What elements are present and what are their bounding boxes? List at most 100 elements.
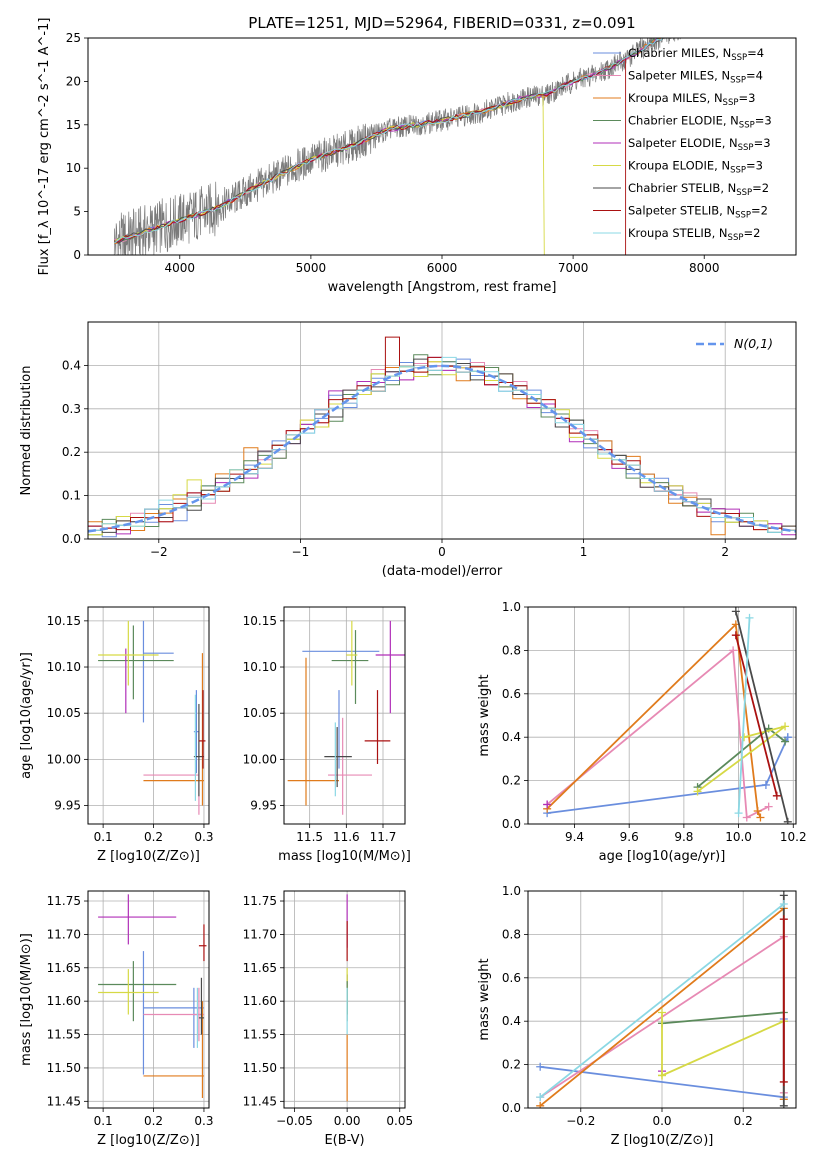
mass-vs-metallicity-panel: 0.1 0.2 0.3 11.45 11.50 11.55 11.60 11.65 11.70 1…	[19, 890, 214, 1148]
weight-marker-kroupa-elodie	[658, 1071, 666, 1080]
x-tick-label: 11.5	[296, 830, 323, 844]
weight-marker-chabrier-stelib	[779, 891, 788, 900]
x-tick-label: 0.2	[144, 1114, 163, 1128]
x-tick-label: 0.2	[734, 1114, 753, 1128]
y-tick-label: 0.4	[502, 730, 521, 744]
y-tick-label: 11.50	[243, 1061, 277, 1075]
y-axis-label: age [log10(age/yr)]	[19, 652, 34, 779]
legend-suffix: =2	[743, 226, 760, 240]
y-tick-label: 11.75	[243, 894, 277, 908]
weight-marker-salpeter-miles	[742, 813, 751, 822]
plot-frame	[87, 321, 797, 540]
plot-frame	[527, 606, 797, 825]
weight-line-kroupa-stelib	[737, 617, 751, 814]
weight-marker-salpeter-stelib	[779, 1077, 788, 1086]
legend-text: Kroupa STELIB, N	[628, 226, 728, 240]
x-tick-label: 9.8	[674, 830, 693, 844]
y-tick-label: 1.0	[502, 600, 521, 614]
legend-suffix: =4	[747, 46, 764, 60]
legend-label: Chabrier STELIB, NSSP=2	[628, 181, 769, 198]
weight-marker-kroupa-elodie	[740, 733, 749, 742]
histogram-kroupa-stelib	[88, 356, 796, 533]
weight-marker-kroupa-miles	[536, 1101, 545, 1108]
y-tick-label: 0	[73, 248, 81, 262]
mass-weight-vs-metallicity-panel: −0.2 0.0 0.2 0.0 0.2 0.4 0.6 0.8 1.0 Z [log10(Z/Z…	[477, 884, 797, 1148]
plot-frame	[527, 890, 797, 1109]
weight-marker-kroupa-elodie	[781, 722, 790, 731]
x-axis-label: (data-model)/error	[382, 564, 503, 579]
legend-label: Salpeter MILES, NSSP=4	[628, 69, 763, 86]
y-axis-label: Normed distribution	[19, 366, 34, 496]
legend-text: Chabrier ELODIE, N	[628, 114, 739, 128]
plot-frame	[283, 890, 406, 1109]
spectrum-panel: 4000 5000 6000 7000 8000 0 5 10 15 20 25 wavelength…	[37, 18, 797, 295]
x-tick-label: −2	[150, 545, 168, 559]
weight-marker-kroupa-stelib	[745, 613, 754, 622]
x-tick-label: 6000	[427, 261, 458, 275]
legend-subscript: SSP	[736, 188, 752, 198]
x-tick-label: 0.1	[94, 830, 113, 844]
legend-subscript: SSP	[738, 143, 754, 153]
weight-line-kroupa-miles	[546, 622, 762, 818]
y-tick-label: 9.95	[250, 799, 277, 813]
legend-suffix: =3	[746, 159, 763, 173]
y-tick-label: 11.70	[47, 927, 81, 941]
y-tick-label: 0.8	[502, 927, 521, 941]
x-tick-label: 10.2	[780, 830, 807, 844]
y-tick-label: 25	[66, 31, 81, 45]
weight-marker-kroupa-stelib	[779, 900, 788, 909]
weight-marker-kroupa-elodie	[658, 1008, 666, 1017]
y-tick-label: 10.15	[47, 614, 81, 628]
y-tick-label: 11.60	[47, 994, 81, 1008]
weight-marker-chabrier-stelib	[783, 817, 792, 824]
weight-marker-kroupa-miles	[756, 813, 765, 822]
legend-subscript: SSP	[728, 233, 744, 243]
x-tick-label: 0.2	[144, 830, 163, 844]
weight-line-kroupa-elodie	[661, 1012, 785, 1077]
x-tick-label: 0.3	[194, 830, 213, 844]
legend-text: Kroupa MILES, N	[628, 91, 723, 105]
y-tick-label: 10.00	[47, 752, 81, 766]
y-tick-label: 0.2	[502, 1058, 521, 1072]
x-axis-label: Z [log10(Z/Z⊙)]	[97, 849, 200, 864]
axes-decoration: 4000 5000 6000 7000 8000 0 5 10 15 20 25 wavelength…	[37, 18, 797, 295]
legend-subscript: SSP	[730, 166, 746, 176]
y-tick-label: 11.50	[47, 1061, 81, 1075]
x-tick-label: 2	[721, 545, 729, 559]
x-tick-label: 11.6	[333, 830, 360, 844]
legend-suffix: =2	[752, 181, 769, 195]
axes-decoration: 0.1 0.2 0.3 11.45 11.50 11.55 11.60 11.65 11.70 1…	[19, 890, 214, 1148]
plot-area	[88, 336, 796, 538]
weight-line-kroupa-stelib	[539, 903, 785, 1098]
y-tick-label: 9.95	[54, 799, 81, 813]
mass-weight-vs-age-panel: 9.4 9.6 9.8 10.0 10.2 0.0 0.2 0.4 0.6 0.8 1.0 age […	[477, 600, 807, 864]
legend-label: Salpeter ELODIE, NSSP=3	[628, 136, 771, 153]
x-axis-label: Z [log10(Z/Z⊙)]	[97, 1133, 200, 1148]
y-tick-label: 0.2	[502, 774, 521, 788]
y-axis-label: mass [log10(M/M⊙)]	[19, 933, 34, 1066]
normal-distribution-curve	[88, 364, 796, 533]
weight-marker-chabrier-stelib	[731, 607, 740, 616]
axes-decoration: 11.5 11.6 11.7 9.95 10.00 10.05 10.10 10.15 mass…	[243, 606, 411, 864]
figure-title: PLATE=1251, MJD=52964, FIBERID=0331, z=0…	[248, 14, 635, 32]
y-tick-label: 0.0	[502, 1101, 521, 1115]
y-tick-label: 1.0	[502, 884, 521, 898]
legend-suffix: =3	[754, 136, 771, 150]
legend-label: Chabrier MILES, NSSP=4	[628, 46, 764, 63]
legend-label: Salpeter STELIB, NSSP=2	[628, 204, 768, 221]
x-tick-label: 9.6	[620, 830, 639, 844]
y-tick-label: 0.0	[502, 817, 521, 831]
y-tick-label: 11.45	[47, 1094, 81, 1108]
weight-marker-salpeter-miles	[729, 646, 738, 655]
age-vs-mass-panel: 11.5 11.6 11.7 9.95 10.00 10.05 10.10 10.15 mass…	[243, 606, 411, 864]
legend-suffix: =4	[746, 69, 763, 83]
y-tick-label: 11.70	[243, 927, 277, 941]
legend-suffix: =3	[738, 91, 755, 105]
axes-decoration: 0.1 0.2 0.3 9.95 10.00 10.05 10.10 10.15 Z [log1…	[19, 606, 214, 864]
y-tick-label: 11.75	[47, 894, 81, 908]
y-tick-label: 5	[73, 205, 81, 219]
y-tick-label: 0.6	[502, 687, 521, 701]
legend-subscript: SSP	[739, 121, 755, 131]
y-tick-label: 11.45	[243, 1094, 277, 1108]
